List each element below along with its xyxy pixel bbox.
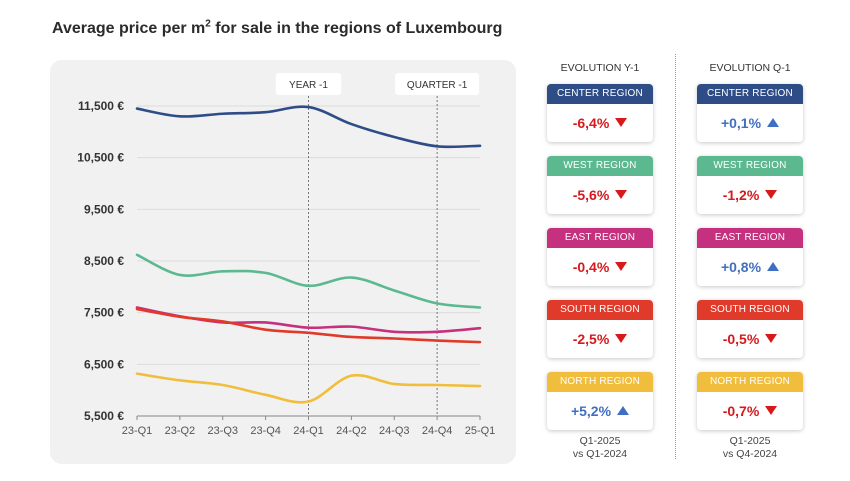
- region-name: CENTER REGION: [697, 84, 803, 104]
- comparison-period-line: Q1-2025: [729, 435, 771, 447]
- arrow-down-icon: [615, 334, 628, 343]
- arrow-down-icon: [765, 406, 778, 415]
- region-name: SOUTH REGION: [697, 300, 803, 320]
- comparison-period: Q1-2025 vs Q4-2024: [694, 435, 806, 461]
- series-line-north: [135, 372, 482, 404]
- region-card: CENTER REGION +0,1%: [697, 84, 803, 142]
- evolution-header: EVOLUTION Q-1: [709, 62, 791, 74]
- arrow-up-icon: [617, 406, 630, 415]
- change-text: +5,2%: [570, 403, 612, 419]
- change-text: -6,4%: [572, 115, 610, 131]
- comparison-period-line: vs Q4-2024: [722, 448, 778, 460]
- marker-label-box: [395, 73, 480, 95]
- region-change-value: -1,2%: [697, 176, 803, 214]
- y-tick-label: 8,500 €: [84, 254, 124, 268]
- x-tick-label: 24-Q3: [379, 425, 410, 437]
- region-card: SOUTH REGION -0,5%: [697, 300, 803, 358]
- title-main: Average price per m: [52, 20, 206, 37]
- comparison-period-line: vs Q1-2024: [572, 448, 628, 460]
- chart-panel: [50, 60, 516, 464]
- column-divider: [675, 54, 676, 459]
- change-text: -0,5%: [722, 331, 760, 347]
- region-card: WEST REGION -1,2%: [697, 156, 803, 214]
- region-change-value: -0,4%: [547, 248, 653, 286]
- change-text: -0,4%: [572, 259, 610, 275]
- region-card: WEST REGION -5,6%: [547, 156, 653, 214]
- region-change-value: +0,8%: [697, 248, 803, 286]
- change-text: -0,7%: [722, 403, 760, 419]
- title-rest: for sale in the regions of Luxembourg: [210, 20, 503, 37]
- region-name: WEST REGION: [547, 156, 653, 176]
- x-tick-label: 23-Q4: [250, 425, 281, 437]
- region-change-value: -5,6%: [547, 176, 653, 214]
- region-card: CENTER REGION -6,4%: [547, 84, 653, 142]
- title-superscript: 2: [205, 18, 211, 30]
- x-tick-label: 23-Q2: [165, 425, 196, 437]
- arrow-down-icon: [765, 334, 778, 343]
- region-name: CENTER REGION: [547, 84, 653, 104]
- region-name: EAST REGION: [697, 228, 803, 248]
- chart-title: Average price per m2 for sale in the reg…: [52, 18, 503, 38]
- y-tick-label: 5,500 €: [84, 409, 124, 423]
- change-text: +0,8%: [720, 259, 762, 275]
- series-line-west: [135, 253, 482, 309]
- x-tick-label: 23-Q3: [207, 425, 238, 437]
- series-line-south: [135, 307, 482, 344]
- region-change-value: +0,1%: [697, 104, 803, 142]
- region-card: SOUTH REGION -2,5%: [547, 300, 653, 358]
- arrow-down-icon: [615, 262, 628, 271]
- region-name: WEST REGION: [697, 156, 803, 176]
- change-text: +0,1%: [720, 115, 762, 131]
- region-name: NORTH REGION: [547, 372, 653, 392]
- series-line-center: [135, 105, 482, 149]
- region-change-value: -0,5%: [697, 320, 803, 358]
- region-card: EAST REGION -0,4%: [547, 228, 653, 286]
- y-tick-label: 9,500 €: [84, 202, 124, 216]
- x-tick-label: 25-Q1: [465, 425, 496, 437]
- y-tick-label: 11,500 €: [78, 99, 124, 113]
- marker-label: QUARTER -1: [407, 80, 468, 91]
- x-tick-label: 24-Q4: [422, 425, 453, 437]
- series-line-east: [135, 306, 482, 334]
- region-card: NORTH REGION +5,2%: [547, 372, 653, 430]
- change-text: -5,6%: [572, 187, 610, 203]
- region-name: EAST REGION: [547, 228, 653, 248]
- arrow-down-icon: [615, 190, 628, 199]
- y-tick-label: 7,500 €: [84, 306, 124, 320]
- y-tick-label: 6,500 €: [84, 357, 124, 371]
- arrow-up-icon: [767, 118, 780, 127]
- marker-label: YEAR -1: [289, 80, 328, 91]
- y-tick-label: 10,500 €: [77, 151, 124, 165]
- region-change-value: -2,5%: [547, 320, 653, 358]
- region-change-value: +5,2%: [547, 392, 653, 430]
- x-tick-label: 24-Q1: [293, 425, 324, 437]
- change-text: -1,2%: [722, 187, 760, 203]
- arrow-down-icon: [765, 190, 778, 199]
- comparison-period-line: Q1-2025: [579, 435, 621, 447]
- region-card: EAST REGION +0,8%: [697, 228, 803, 286]
- x-tick-label: 24-Q2: [336, 425, 367, 437]
- region-change-value: -0,7%: [697, 392, 803, 430]
- arrow-up-icon: [767, 262, 780, 271]
- marker-label-box: [275, 73, 342, 95]
- evolution-header: EVOLUTION Y-1: [560, 62, 640, 74]
- arrow-down-icon: [615, 118, 628, 127]
- region-card: NORTH REGION -0,7%: [697, 372, 803, 430]
- region-name: NORTH REGION: [697, 372, 803, 392]
- x-tick-label: 23-Q1: [122, 425, 153, 437]
- region-change-value: -6,4%: [547, 104, 653, 142]
- change-text: -2,5%: [572, 331, 610, 347]
- region-name: SOUTH REGION: [547, 300, 653, 320]
- comparison-period: Q1-2025 vs Q1-2024: [544, 435, 656, 461]
